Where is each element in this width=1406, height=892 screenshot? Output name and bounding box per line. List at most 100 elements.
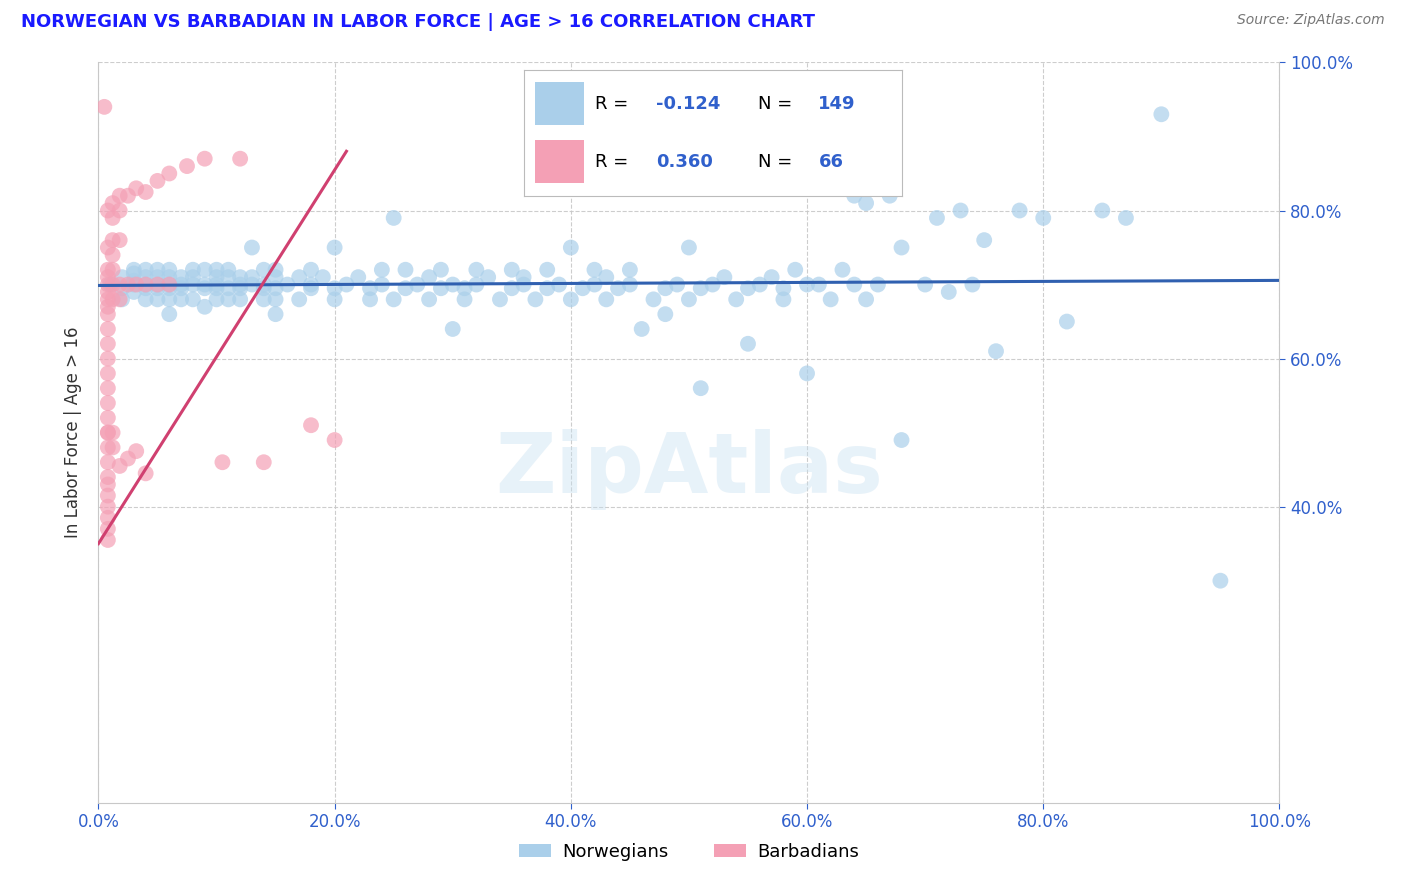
Norwegians <box>359 281 381 295</box>
Barbadians <box>97 510 120 524</box>
Norwegians <box>949 203 972 218</box>
Barbadians <box>108 293 131 307</box>
Norwegians <box>288 270 311 285</box>
Norwegians <box>430 281 453 295</box>
Barbadians <box>93 100 115 114</box>
Barbadians <box>135 185 157 199</box>
Norwegians <box>253 281 276 295</box>
Norwegians <box>524 293 547 307</box>
Norwegians <box>335 277 357 292</box>
Norwegians <box>135 281 157 295</box>
Norwegians <box>299 262 322 277</box>
Barbadians <box>135 277 157 292</box>
Barbadians <box>97 425 120 440</box>
Norwegians <box>194 281 217 295</box>
Barbadians <box>108 233 131 247</box>
Norwegians <box>253 277 276 292</box>
Y-axis label: In Labor Force | Age > 16: In Labor Force | Age > 16 <box>63 326 82 539</box>
Norwegians <box>619 277 641 292</box>
Norwegians <box>630 322 652 336</box>
Norwegians <box>453 293 475 307</box>
Norwegians <box>512 270 534 285</box>
Norwegians <box>866 277 889 292</box>
Norwegians <box>430 262 453 277</box>
Norwegians <box>607 281 630 295</box>
Norwegians <box>170 293 193 307</box>
Barbadians <box>97 351 120 366</box>
Norwegians <box>312 270 335 285</box>
Norwegians <box>1056 314 1078 328</box>
Norwegians <box>713 270 735 285</box>
Norwegians <box>536 281 558 295</box>
Barbadians <box>97 441 120 455</box>
Norwegians <box>772 293 794 307</box>
Norwegians <box>973 233 995 247</box>
Norwegians <box>595 293 617 307</box>
Norwegians <box>122 262 145 277</box>
Norwegians <box>643 293 665 307</box>
Norwegians <box>453 281 475 295</box>
Barbadians <box>135 467 157 481</box>
Norwegians <box>962 277 984 292</box>
Norwegians <box>253 293 276 307</box>
Norwegians <box>938 285 960 299</box>
Norwegians <box>465 262 488 277</box>
Barbadians <box>97 336 120 351</box>
Norwegians <box>146 270 169 285</box>
Norwegians <box>477 270 499 285</box>
Norwegians <box>619 262 641 277</box>
Norwegians <box>678 293 700 307</box>
Norwegians <box>737 281 759 295</box>
Norwegians <box>441 322 464 336</box>
Barbadians <box>125 277 148 292</box>
Norwegians <box>702 277 724 292</box>
Norwegians <box>240 277 263 292</box>
Norwegians <box>217 293 239 307</box>
Barbadians <box>97 410 120 425</box>
Barbadians <box>101 262 124 277</box>
Norwegians <box>489 293 512 307</box>
Text: Source: ZipAtlas.com: Source: ZipAtlas.com <box>1237 13 1385 28</box>
Norwegians <box>347 270 370 285</box>
Norwegians <box>217 262 239 277</box>
Norwegians <box>512 277 534 292</box>
Barbadians <box>146 174 169 188</box>
Norwegians <box>418 270 440 285</box>
Barbadians <box>101 441 124 455</box>
Norwegians <box>382 211 405 225</box>
Norwegians <box>111 281 134 295</box>
Norwegians <box>217 281 239 295</box>
Norwegians <box>678 240 700 255</box>
Norwegians <box>157 262 180 277</box>
Norwegians <box>1008 203 1031 218</box>
Norwegians <box>122 285 145 299</box>
Norwegians <box>146 277 169 292</box>
Barbadians <box>108 203 131 218</box>
Norwegians <box>111 293 134 307</box>
Barbadians <box>125 444 148 458</box>
Barbadians <box>97 522 120 536</box>
Barbadians <box>125 181 148 195</box>
Text: ZipAtlas: ZipAtlas <box>495 429 883 510</box>
Barbadians <box>157 277 180 292</box>
Norwegians <box>548 277 571 292</box>
Norwegians <box>205 262 228 277</box>
Norwegians <box>796 277 818 292</box>
Norwegians <box>501 262 523 277</box>
Barbadians <box>176 159 198 173</box>
Barbadians <box>97 277 120 292</box>
Norwegians <box>181 270 204 285</box>
Norwegians <box>737 336 759 351</box>
Norwegians <box>288 293 311 307</box>
Norwegians <box>205 270 228 285</box>
Norwegians <box>253 262 276 277</box>
Norwegians <box>111 270 134 285</box>
Norwegians <box>583 277 606 292</box>
Barbadians <box>97 500 120 514</box>
Norwegians <box>323 281 346 295</box>
Norwegians <box>157 307 180 321</box>
Barbadians <box>229 152 252 166</box>
Norwegians <box>1091 203 1114 218</box>
Barbadians <box>101 293 124 307</box>
Norwegians <box>441 277 464 292</box>
